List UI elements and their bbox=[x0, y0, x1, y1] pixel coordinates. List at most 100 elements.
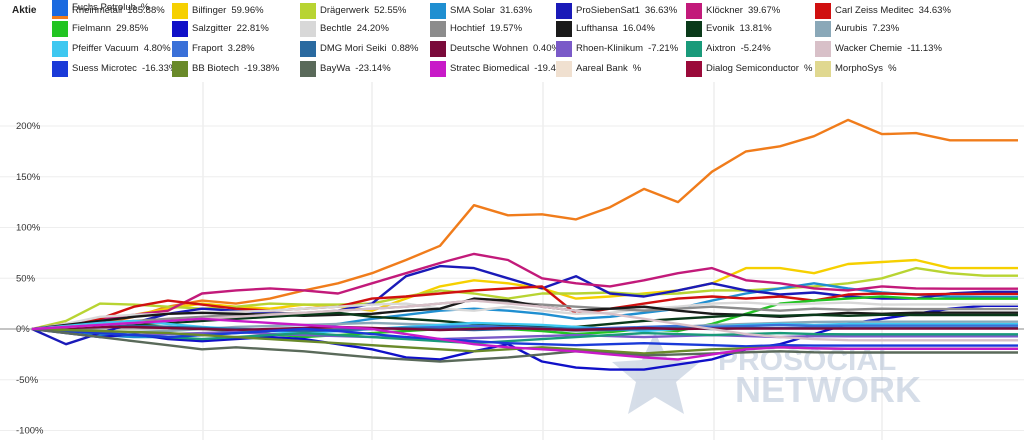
legend-item[interactable]: ProSiebenSat1 36.63% bbox=[556, 3, 677, 19]
legend-swatch bbox=[556, 61, 572, 77]
legend-title: Aktie bbox=[12, 5, 37, 16]
legend-swatch bbox=[172, 3, 188, 19]
watermark-star-icon bbox=[612, 332, 700, 414]
legend-value: % bbox=[803, 63, 813, 74]
y-tick-label: 150% bbox=[16, 172, 41, 183]
legend-item[interactable]: Salzgitter 22.81% bbox=[172, 21, 269, 37]
legend-swatch bbox=[815, 61, 831, 77]
legend-swatch bbox=[556, 41, 572, 57]
legend-item[interactable]: Dialog Semiconductor% bbox=[686, 61, 812, 77]
y-tick-label: -100% bbox=[16, 426, 44, 437]
legend-value: 31.63% bbox=[499, 5, 533, 16]
legend-name: Rhoen-Klinikum bbox=[576, 43, 644, 54]
legend-item[interactable]: BayWa -23.14% bbox=[300, 61, 391, 77]
legend-name: ProSiebenSat1 bbox=[576, 5, 640, 16]
legend-item[interactable]: Klöckner 39.67% bbox=[686, 3, 780, 19]
legend-value: % bbox=[632, 63, 642, 74]
legend-item[interactable]: Aareal Bank% bbox=[556, 61, 641, 77]
legend-item[interactable]: Suess Microtec -16.33% bbox=[52, 61, 177, 77]
legend-name: Stratec Biomedical bbox=[450, 63, 530, 74]
legend-value: 7.23% bbox=[872, 23, 900, 34]
legend-name: Fielmann bbox=[72, 23, 112, 34]
legend-value: -16.33% bbox=[141, 63, 178, 74]
legend-name: Bilfinger bbox=[192, 5, 227, 16]
legend-item[interactable]: Fuchs Petrolub% bbox=[52, 0, 149, 16]
legend-item[interactable]: Fielmann 29.85% bbox=[52, 21, 148, 37]
legend-item[interactable]: Drägerwerk 52.55% bbox=[300, 3, 406, 19]
legend-value: 0.88% bbox=[391, 43, 419, 54]
series-line[interactable] bbox=[31, 327, 1018, 345]
series-line[interactable] bbox=[31, 325, 1018, 332]
legend-swatch bbox=[52, 61, 68, 77]
legend-name: Salzgitter bbox=[192, 23, 232, 34]
legend-name: Fraport bbox=[192, 43, 223, 54]
legend-value: 16.04% bbox=[622, 23, 655, 34]
legend-item[interactable]: Aixtron -5.24% bbox=[686, 41, 771, 57]
legend-name: Aixtron bbox=[706, 43, 736, 54]
legend-name: Lufthansa bbox=[576, 23, 618, 34]
legend-name: Bechtle bbox=[320, 23, 352, 34]
legend-value: -7.21% bbox=[648, 43, 679, 54]
legend-swatch bbox=[815, 3, 831, 19]
legend-name: Aareal Bank bbox=[576, 63, 628, 74]
legend-swatch bbox=[172, 21, 188, 37]
legend-swatch bbox=[686, 21, 702, 37]
legend-name: Dialog Semiconductor bbox=[706, 63, 799, 74]
legend-swatch bbox=[686, 3, 702, 19]
legend-item[interactable]: Hochtief 19.57% bbox=[430, 21, 522, 37]
y-tick-label: -50% bbox=[16, 375, 39, 386]
legend-name: Pfeiffer Vacuum bbox=[72, 43, 139, 54]
series-line[interactable] bbox=[31, 285, 1018, 331]
legend-item[interactable]: Lufthansa 16.04% bbox=[556, 21, 655, 37]
legend-value: 185.88% bbox=[127, 5, 165, 16]
series-line[interactable] bbox=[31, 327, 1018, 363]
legend-item[interactable]: BB Biotech -19.38% bbox=[172, 61, 279, 77]
legend-item[interactable]: Carl Zeiss Meditec 34.63% bbox=[815, 3, 951, 19]
legend-item[interactable]: Aurubis 7.23% bbox=[815, 21, 899, 37]
y-tick-label: 200% bbox=[16, 121, 41, 132]
legend-name: Evonik bbox=[706, 23, 735, 34]
series-line[interactable] bbox=[31, 118, 1018, 331]
legend-name: Wacker Chemie bbox=[835, 43, 903, 54]
legend-name: Carl Zeiss Meditec bbox=[835, 5, 914, 16]
legend-name: SMA Solar bbox=[450, 5, 495, 16]
legend-swatch bbox=[430, 3, 446, 19]
legend-name: Drägerwerk bbox=[320, 5, 370, 16]
legend-swatch bbox=[300, 61, 316, 77]
legend-name: DMG Mori Seiki bbox=[320, 43, 387, 54]
legend-item[interactable]: SMA Solar 31.63% bbox=[430, 3, 532, 19]
series-line[interactable] bbox=[31, 264, 1018, 346]
legend-swatch bbox=[556, 3, 572, 19]
legend-item[interactable]: Bilfinger 59.96% bbox=[172, 3, 264, 19]
legend-item[interactable]: Pfeiffer Vacuum 4.80% bbox=[52, 41, 171, 57]
legend-swatch bbox=[300, 3, 316, 19]
series-line[interactable] bbox=[31, 319, 1018, 335]
legend-value: 59.96% bbox=[231, 5, 264, 16]
legend-item[interactable]: Wacker Chemie -11.13% bbox=[815, 41, 942, 57]
legend-item[interactable]: Fraport 3.28% bbox=[172, 41, 255, 57]
legend-item[interactable]: Rhoen-Klinikum -7.21% bbox=[556, 41, 678, 57]
series-line[interactable] bbox=[31, 327, 1018, 341]
legend-item[interactable]: Stratec Biomedical -19.46% bbox=[430, 61, 570, 77]
legend-value: % bbox=[888, 63, 897, 74]
legend-name: Deutsche Wohnen bbox=[450, 43, 528, 54]
series-line[interactable] bbox=[31, 252, 1018, 331]
legend-item[interactable]: Bechtle 24.20% bbox=[300, 21, 389, 37]
legend-swatch bbox=[52, 0, 68, 16]
line-chart: 200%150%100%50%0%-50%-100%PROSOCIALNETWO… bbox=[0, 82, 1024, 440]
legend-name: Aurubis bbox=[835, 23, 868, 34]
legend-value: -11.13% bbox=[907, 43, 942, 54]
legend-swatch bbox=[815, 21, 831, 37]
legend-value: 0.40% bbox=[533, 43, 560, 54]
legend-item[interactable]: MorphoSys% bbox=[815, 61, 897, 77]
legend-name: Fuchs Petrolub bbox=[72, 2, 136, 13]
series-line[interactable] bbox=[31, 297, 1018, 331]
chart-legend: Aktie Rheinmetall 185.88% Bilfinger 59.96% D… bbox=[0, 0, 1024, 82]
legend-swatch bbox=[52, 21, 68, 37]
legend-item[interactable]: Evonik 13.81% bbox=[686, 21, 772, 37]
legend-swatch bbox=[300, 21, 316, 37]
series-line[interactable] bbox=[31, 317, 1018, 361]
legend-item[interactable]: Deutsche Wohnen 0.40% bbox=[430, 41, 560, 57]
legend-item[interactable]: DMG Mori Seiki 0.88% bbox=[300, 41, 418, 57]
legend-value: 34.63% bbox=[918, 5, 951, 16]
